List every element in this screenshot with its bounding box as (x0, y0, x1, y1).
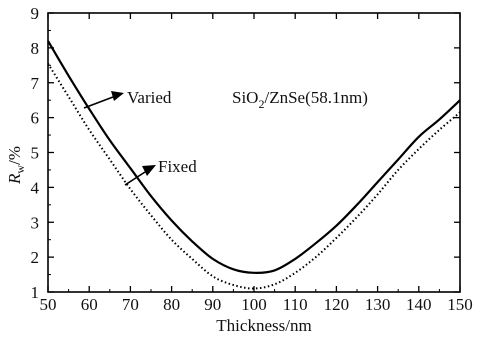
x-tick-label: 80 (163, 295, 180, 314)
x-tick-label: 110 (283, 295, 308, 314)
y-tick-label: 6 (31, 109, 40, 128)
material-annotation-suffix: /ZnSe(58.1nm) (264, 88, 367, 107)
x-tick-label: 50 (40, 295, 57, 314)
x-tick-label: 130 (365, 295, 391, 314)
y-tick-label: 3 (31, 213, 40, 232)
y-axis-title-sub: w (13, 165, 27, 174)
x-tick-label: 70 (122, 295, 139, 314)
label-fixed-text: Fixed (158, 157, 197, 176)
plot-frame (47, 12, 461, 293)
x-tick-label: 90 (204, 295, 221, 314)
y-tick-label: 8 (31, 39, 40, 58)
material-annotation: SiO2/ZnSe(58.1nm) (232, 88, 368, 111)
label-varied: Varied (83, 88, 172, 109)
x-tick-label: 60 (81, 295, 98, 314)
y-tick-label: 9 (31, 4, 40, 23)
y-axis-title-suffix: /% (5, 146, 24, 165)
series-line-fixed (47, 63, 461, 290)
series-line-varied (47, 40, 461, 274)
label-varied-arrowhead (111, 91, 124, 101)
y-tick-label: 4 (31, 178, 40, 197)
material-annotation-prefix: SiO (232, 88, 258, 107)
material-annotation-sub: 2 (258, 97, 264, 111)
label-varied-arrow-line (83, 96, 114, 109)
y-tick-label: 2 (31, 248, 40, 267)
x-tick-label: 100 (241, 295, 267, 314)
x-tick-label: 120 (324, 295, 350, 314)
label-fixed-arrowhead (142, 165, 156, 176)
y-tick-label: 1 (31, 283, 40, 302)
y-axis-title: Rw/% (5, 146, 27, 185)
x-axis-title: Thickness/nm (216, 316, 311, 335)
label-fixed: Fixed (124, 157, 197, 186)
label-varied-text: Varied (127, 88, 172, 107)
label-fixed-arrow-line (124, 171, 146, 186)
x-tick-label: 140 (406, 295, 432, 314)
y-tick-label: 7 (31, 74, 40, 93)
y-tick-label: 5 (31, 144, 40, 163)
y-axis-title-main: R (5, 173, 24, 185)
x-tick-label: 150 (447, 295, 473, 314)
